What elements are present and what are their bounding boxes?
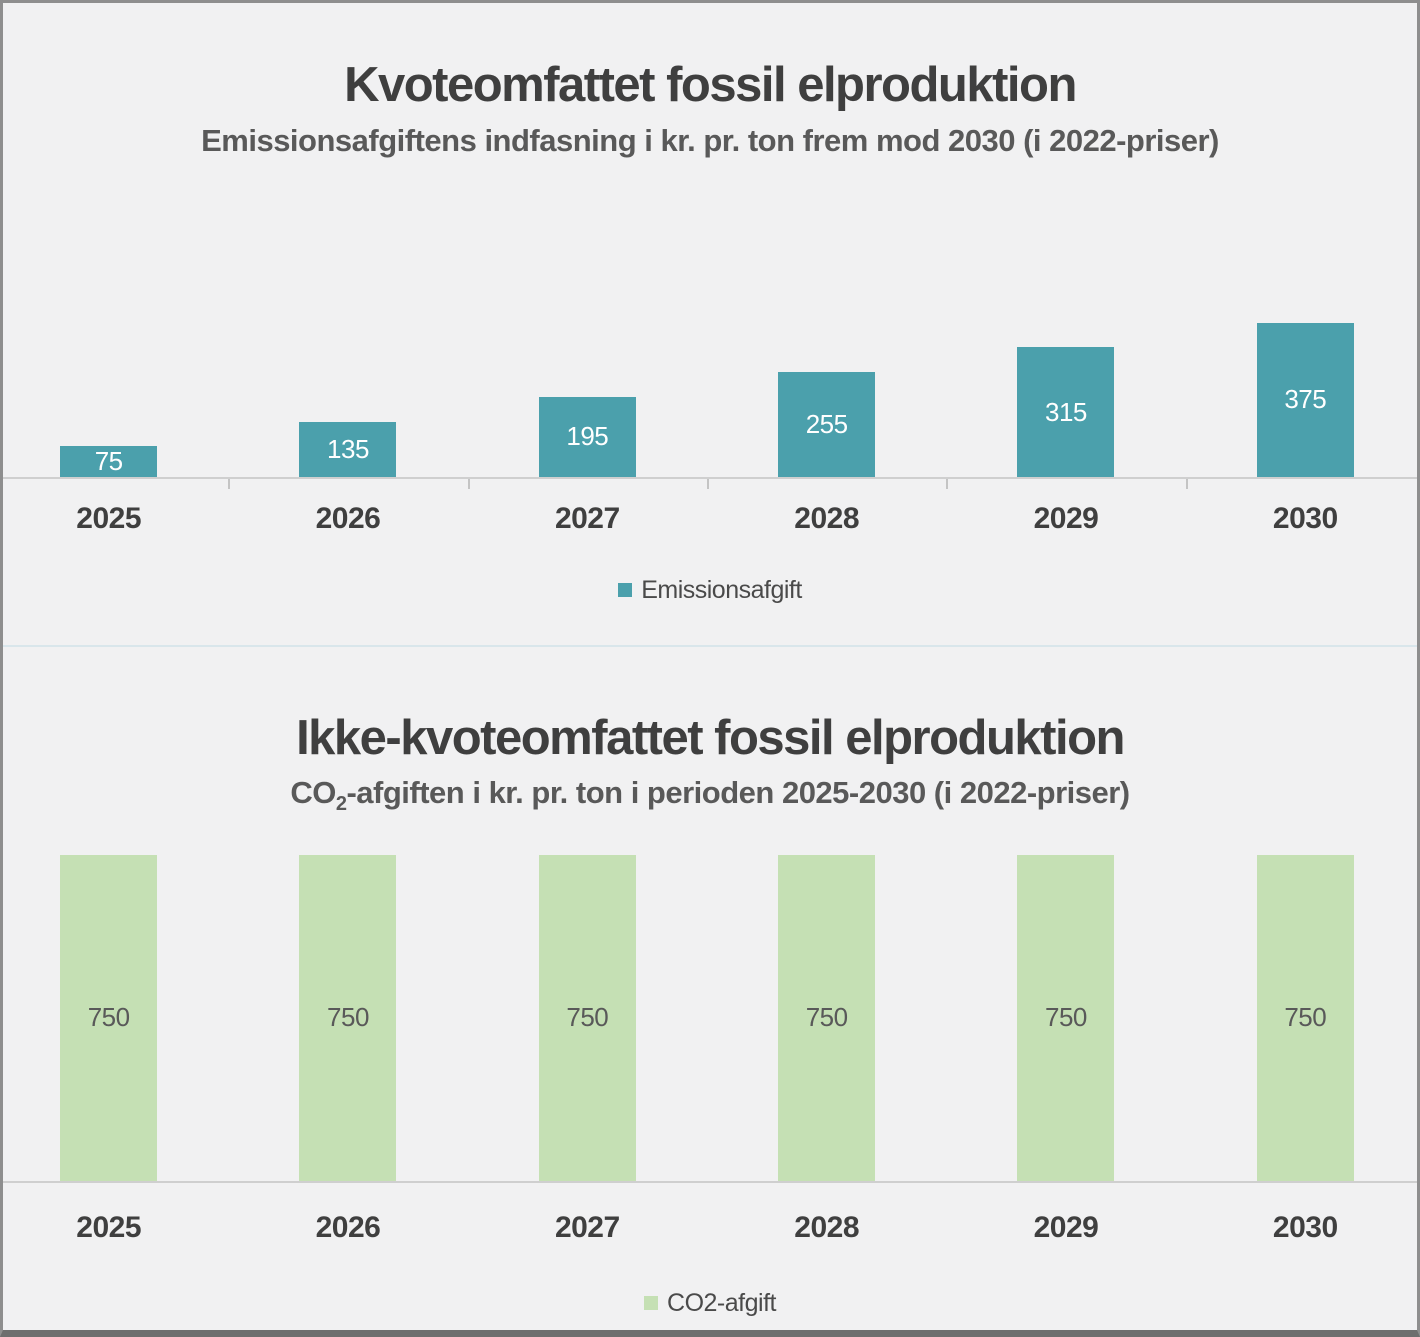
subtitle-co-prefix: CO <box>290 775 336 810</box>
bar-value-label: 750 <box>87 1002 130 1033</box>
bar-2025: 75 <box>60 446 158 477</box>
bar-slot-2027: 195 <box>468 189 707 477</box>
bar-value-label: 750 <box>566 1002 609 1033</box>
bar-slot-2029: 315 <box>946 189 1185 477</box>
legend-swatch-emissionsafgift <box>618 583 633 597</box>
bar-2028: 255 <box>778 372 876 477</box>
bar-2025: 750 <box>60 854 158 1181</box>
legend-label: CO2-afgift <box>667 1288 776 1317</box>
bar-value-label: 315 <box>1045 396 1087 427</box>
legend: CO2-afgift <box>3 1287 1417 1319</box>
x-axis-tick <box>1186 479 1188 489</box>
x-axis-tick <box>468 479 470 489</box>
bar-slot-2026: 750 <box>228 833 467 1181</box>
bar-slot-2026: 135 <box>228 189 467 477</box>
bar-slot-2029: 750 <box>946 833 1185 1181</box>
x-axis-label-2029: 2029 <box>1033 502 1099 535</box>
x-axis-label-2027: 2027 <box>554 502 620 535</box>
bar-2029: 315 <box>1017 347 1115 477</box>
x-axis-label-2025: 2025 <box>76 1211 142 1244</box>
bar-value-label: 750 <box>1045 1002 1087 1033</box>
x-axis-label-2030: 2030 <box>1272 502 1338 535</box>
bar-value-label: 195 <box>566 421 609 452</box>
bar-value-label: 750 <box>1284 1002 1327 1033</box>
x-axis-label-2028: 2028 <box>794 1211 860 1244</box>
legend-label: Emissionsafgift <box>641 575 802 604</box>
bar-2026: 135 <box>299 421 397 477</box>
bar-slot-2028: 255 <box>707 189 946 477</box>
chart-subtitle: Emissionsafgiftens indfasning i kr. pr. … <box>201 123 1219 158</box>
bar-2029: 750 <box>1017 854 1115 1181</box>
x-axis-tick <box>946 479 948 489</box>
x-axis-label-2027: 2027 <box>554 1211 620 1244</box>
bar-2027: 195 <box>538 396 636 477</box>
bars-area: 75 135 195 255 315 375 <box>3 189 1417 477</box>
x-axis-line <box>3 1181 1417 1183</box>
subtitle-subscript-2: 2 <box>335 793 347 815</box>
legend: Emissionsafgift <box>3 575 1417 605</box>
chart-subtitle: CO2-afgiften i kr. pr. ton i perioden 20… <box>3 773 1417 824</box>
bar-slot-2027: 750 <box>468 833 707 1181</box>
bar-value-label: 375 <box>1284 384 1327 415</box>
x-axis-label-2026: 2026 <box>315 1211 381 1244</box>
bar-2030: 375 <box>1256 322 1354 477</box>
chart-title: Kvoteomfattet fossil elproduktion <box>344 58 1077 112</box>
bar-slot-2025: 75 <box>3 189 228 477</box>
bar-value-label: 750 <box>327 1002 369 1033</box>
bar-2028: 750 <box>778 854 876 1181</box>
bar-value-label: 135 <box>327 433 369 464</box>
legend-swatch-co2-afgift <box>644 1296 659 1310</box>
x-axis-label-2030: 2030 <box>1272 1211 1338 1244</box>
x-axis-tick <box>707 479 709 489</box>
bar-2027: 750 <box>538 854 636 1181</box>
x-axis-label-2026: 2026 <box>315 502 381 535</box>
bar-slot-2030: 750 <box>1186 833 1417 1181</box>
bar-2026: 750 <box>299 854 397 1181</box>
x-axis-labels: 2025 2026 2027 2028 2029 2030 <box>3 1208 1417 1248</box>
bar-slot-2025: 750 <box>3 833 228 1181</box>
bar-value-label: 75 <box>94 446 123 477</box>
bar-value-label: 255 <box>805 409 848 440</box>
x-axis-label-2025: 2025 <box>76 502 142 535</box>
x-axis-tick <box>228 479 230 489</box>
subtitle-rest: -afgiften i kr. pr. ton i perioden 2025-… <box>346 775 1130 810</box>
bar-slot-2030: 375 <box>1186 189 1417 477</box>
bar-2030: 750 <box>1256 854 1354 1181</box>
bar-value-label: 750 <box>805 1002 848 1033</box>
chart-title: Ikke-kvoteomfattet fossil elproduktion <box>296 711 1125 765</box>
x-axis-line <box>3 477 1417 479</box>
x-axis-label-2029: 2029 <box>1033 1211 1099 1244</box>
x-axis-label-2028: 2028 <box>794 502 860 535</box>
bar-slot-2028: 750 <box>707 833 946 1181</box>
bars-area: 750 750 750 750 750 750 <box>3 833 1417 1181</box>
x-axis-labels: 2025 2026 2027 2028 2029 2030 <box>3 499 1417 539</box>
section-divider <box>3 645 1417 647</box>
